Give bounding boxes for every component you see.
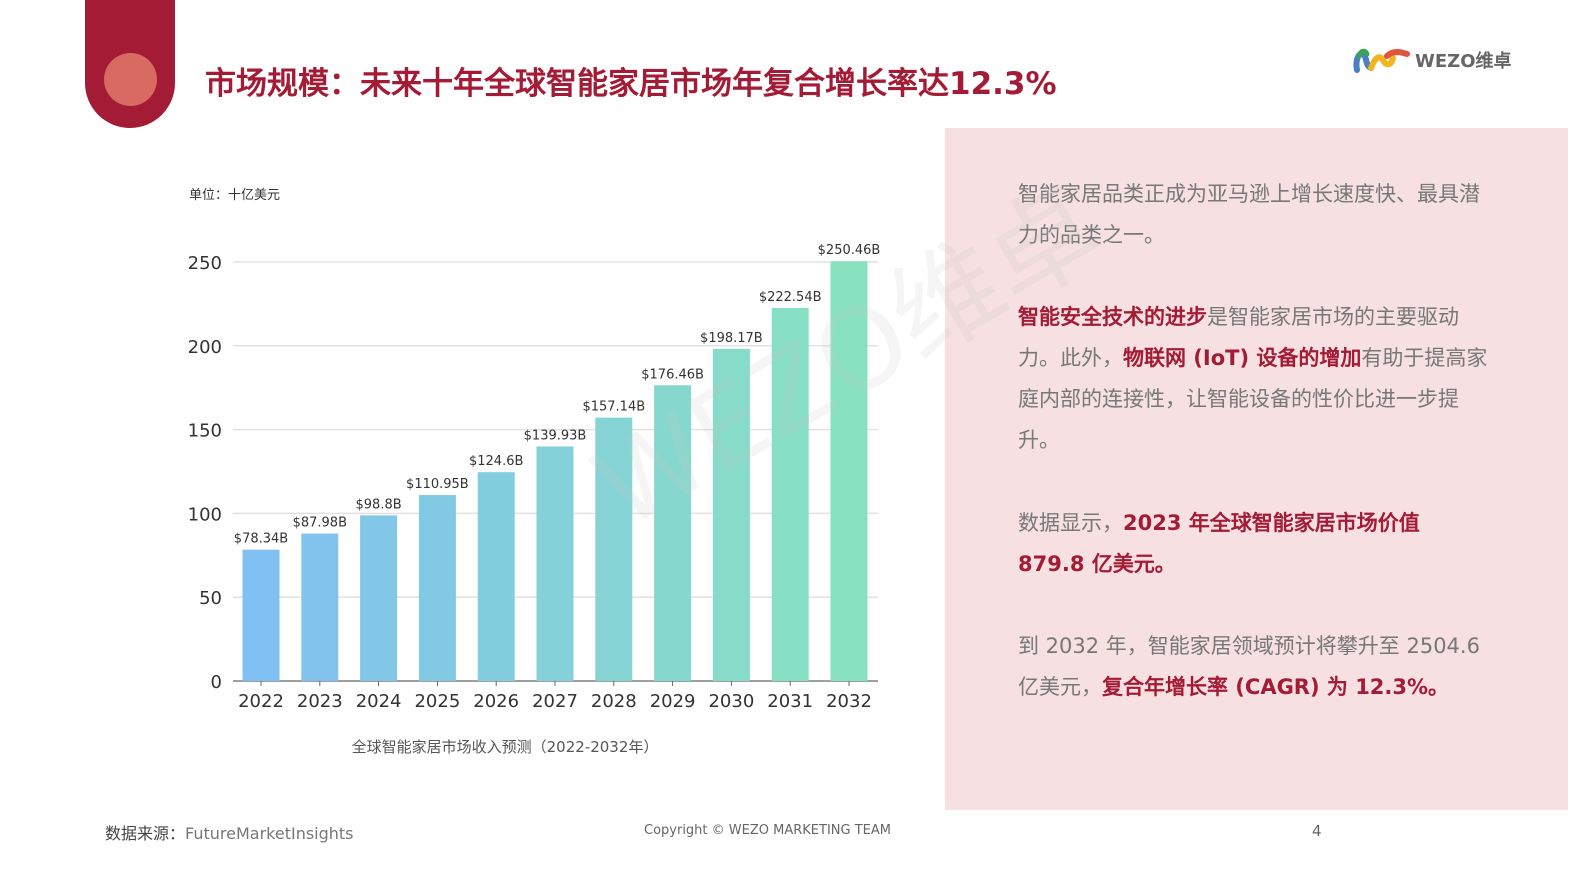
page-title: 市场规模：未来十年全球智能家居市场年复合增长率达12.3% bbox=[205, 66, 1057, 102]
x-tick-label: 2026 bbox=[473, 691, 519, 712]
x-tick-label: 2032 bbox=[826, 691, 872, 712]
data-label: $176.46B bbox=[641, 367, 704, 382]
x-tick-label: 2027 bbox=[532, 691, 578, 712]
bar-2031 bbox=[771, 308, 809, 681]
bar-2022 bbox=[242, 549, 280, 681]
bar-2024 bbox=[360, 515, 398, 681]
x-tick-label: 2025 bbox=[414, 691, 460, 712]
y-tick-label: 100 bbox=[188, 504, 222, 525]
data-label: $78.34B bbox=[234, 532, 288, 547]
x-axis-title: 全球智能家居市场收入预测（2022-2032年） bbox=[352, 738, 659, 756]
x-tick-label: 2024 bbox=[356, 691, 402, 712]
chart-unit-label: 单位：十亿美元 bbox=[189, 188, 281, 203]
bar-2030 bbox=[712, 348, 750, 681]
x-tick-label: 2022 bbox=[238, 691, 284, 712]
y-tick-label: 250 bbox=[188, 253, 222, 274]
insights-panel bbox=[945, 128, 1568, 810]
data-label: $87.98B bbox=[293, 516, 347, 531]
data-label: $222.54B bbox=[759, 290, 822, 305]
logo-mark-icon bbox=[1353, 48, 1410, 73]
x-tick-label: 2031 bbox=[767, 691, 813, 712]
data-label: $198.17B bbox=[700, 331, 763, 346]
insight-paragraph-4: 到 2032 年，智能家居领域预计将攀升至 2504.6 亿美元，复合年增长率 … bbox=[1018, 634, 1480, 699]
bar-2032 bbox=[830, 261, 868, 681]
bar-2027 bbox=[536, 446, 574, 681]
y-tick-label: 50 bbox=[199, 588, 222, 609]
y-tick-label: 150 bbox=[188, 421, 222, 442]
data-source: 数据来源：FutureMarketInsights bbox=[105, 824, 354, 843]
x-tick-label: 2029 bbox=[650, 691, 696, 712]
page-number: 4 bbox=[1312, 822, 1322, 840]
wezo-logo: WEZO维卓 bbox=[1353, 46, 1512, 74]
bar-2028 bbox=[595, 417, 633, 681]
insight-paragraph-3: 数据显示，2023 年全球智能家居市场价值 879.8 亿美元。 bbox=[1018, 511, 1420, 576]
x-tick-label: 2028 bbox=[591, 691, 637, 712]
bar-chart: 0 50 100 150 200 250 $78.34B 2022 $87.98B 2023 $98… bbox=[188, 243, 881, 756]
x-tick-label: 2030 bbox=[708, 691, 754, 712]
insight-paragraph-2: 智能安全技术的进步是智能家居市场的主要驱动力。此外，物联网 (IoT) 设备的增… bbox=[1018, 305, 1488, 452]
data-label: $124.6B bbox=[469, 454, 523, 469]
data-label: $110.95B bbox=[406, 477, 469, 492]
data-label: $157.14B bbox=[582, 400, 645, 415]
bar-2026 bbox=[477, 472, 515, 681]
data-label: $139.93B bbox=[524, 428, 587, 443]
x-tick-label: 2023 bbox=[297, 691, 343, 712]
bar-2029 bbox=[654, 385, 692, 681]
data-label: $98.8B bbox=[356, 497, 402, 512]
bar-2023 bbox=[301, 533, 339, 681]
y-tick-label: 200 bbox=[188, 337, 222, 358]
insight-paragraph-1: 智能家居品类正成为亚马逊上增长速度快、最具潜力的品类之一。 bbox=[1018, 182, 1480, 247]
bar-2025 bbox=[418, 495, 456, 681]
header-circle-decoration bbox=[104, 53, 157, 106]
data-label: $250.46B bbox=[818, 243, 881, 258]
y-tick-label: 0 bbox=[211, 672, 222, 693]
copyright: Copyright © WEZO MARKETING TEAM bbox=[644, 823, 891, 838]
